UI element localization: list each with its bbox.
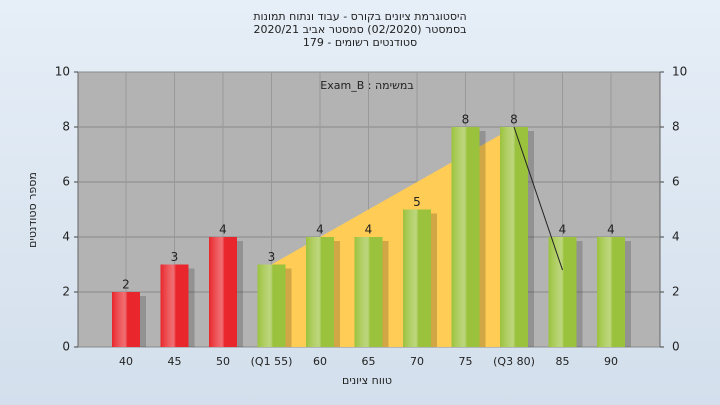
x-tick-label: 40 — [119, 355, 133, 368]
value-label: 4 — [316, 223, 324, 237]
y-tick-label: 0 — [62, 340, 70, 354]
value-label: 4 — [219, 223, 227, 237]
value-label: 4 — [365, 223, 373, 237]
value-label: 2 — [122, 278, 130, 292]
x-tick-label: (Q1 55) — [251, 355, 293, 368]
x-tick-label: (Q3 80) — [493, 355, 535, 368]
annotation: Exam_B : במשימה — [320, 79, 413, 92]
bar-shine — [160, 264, 189, 347]
y2-tick-label: 0 — [672, 340, 680, 354]
y-tick-label: 4 — [62, 230, 70, 244]
x-tick-label: 85 — [556, 355, 570, 368]
x-axis-label: טווח ציונים — [342, 374, 392, 387]
bar-shine — [548, 237, 577, 347]
line — [513, 126, 563, 271]
value-label: 8 — [510, 113, 518, 127]
bar-shine — [597, 237, 625, 347]
value-label: 3 — [268, 250, 276, 264]
bar-shine — [403, 209, 431, 347]
x-tick-label: 60 — [313, 355, 327, 368]
y-tick-label: 8 — [62, 120, 70, 134]
y2-tick-label: 8 — [672, 120, 680, 134]
x-tick-label: 65 — [362, 355, 376, 368]
y-axis-label: מספר סטודנטים — [26, 172, 39, 248]
x-tick-label: 90 — [604, 355, 618, 368]
value-label: 4 — [607, 223, 615, 237]
y2-tick-label: 2 — [672, 285, 680, 299]
bar-shine — [112, 292, 140, 347]
y2-tick-label: 10 — [672, 65, 687, 79]
y-tick-label: 10 — [55, 65, 70, 79]
x-tick-label: 70 — [410, 355, 424, 368]
bar-shine — [257, 264, 286, 347]
x-tick-label: 75 — [459, 355, 473, 368]
bar-shine — [306, 237, 334, 347]
x-tick-label: 50 — [216, 355, 230, 368]
value-label: 8 — [462, 113, 470, 127]
y-tick-label: 6 — [62, 175, 70, 189]
y-tick-label: 2 — [62, 285, 70, 299]
bar-shine — [354, 237, 383, 347]
title-line: היסטוגרמת ציונים בקורס - עבוד ונתוח תמונ… — [253, 10, 466, 23]
title-line: בסמסטר (02/2020) סמסטר אביב 2020/21 — [253, 23, 466, 36]
value-label: 3 — [171, 250, 179, 264]
bar-shine — [209, 237, 237, 347]
bar-shine — [451, 127, 480, 347]
x-tick-label: 45 — [168, 355, 182, 368]
bar-shine — [500, 127, 528, 347]
title-line: סטודנטים רשומים - 179 — [303, 36, 417, 49]
y2-tick-label: 6 — [672, 175, 680, 189]
value-label: 5 — [413, 195, 421, 209]
y2-tick-label: 4 — [672, 230, 680, 244]
value-label: 4 — [559, 223, 567, 237]
